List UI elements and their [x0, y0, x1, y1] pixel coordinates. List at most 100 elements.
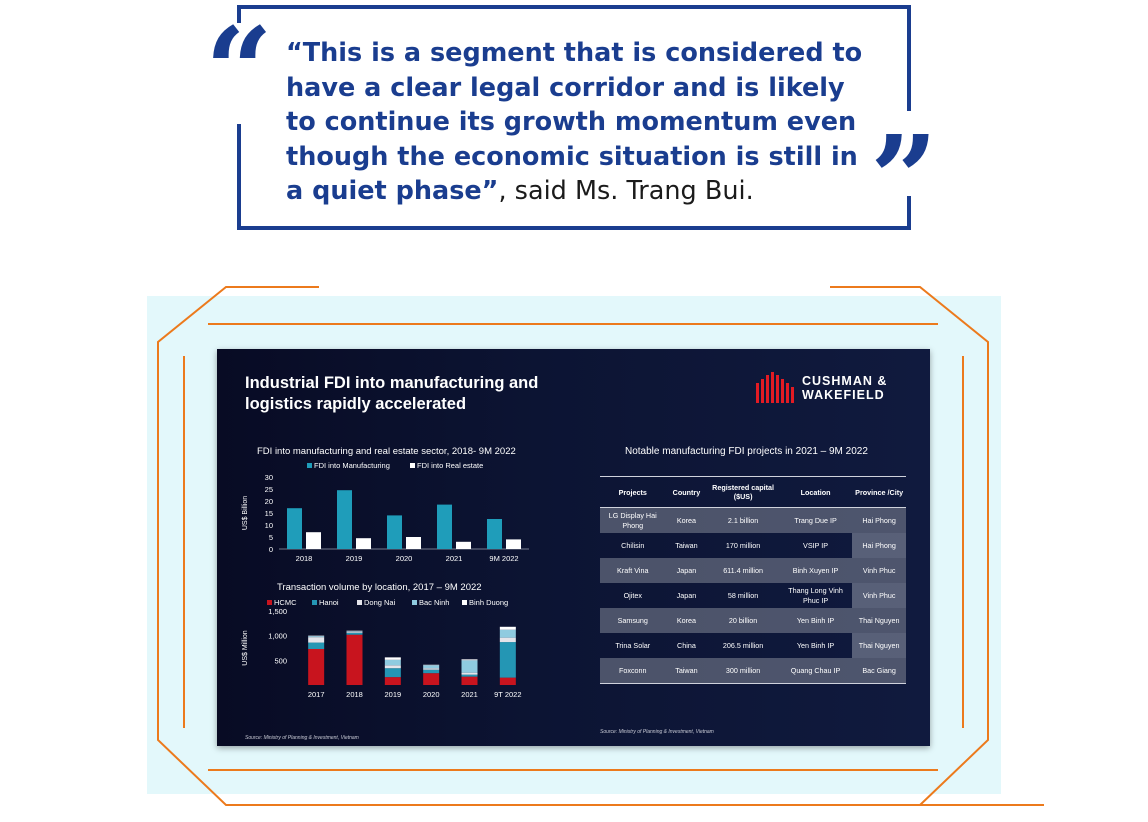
table-cell: Trang Due IP — [778, 507, 853, 533]
table-cell: Yen Binh IP — [778, 608, 853, 633]
legend-label: Dong Nai — [364, 598, 396, 607]
table-cell: 20 billion — [707, 608, 779, 633]
table-row: Chilisin Taiwan 170 million VSIP IP Hai Phon… — [600, 533, 906, 558]
slide: Industrial FDI into manufacturing and lo… — [217, 349, 930, 746]
stacked-bar-segment — [384, 677, 401, 685]
table-cell: Japan — [676, 590, 697, 600]
bar — [306, 532, 321, 549]
fdi-projects-table: Projects Country Registered capital ($US… — [600, 476, 906, 684]
quote-border-left-bottom — [237, 124, 241, 230]
table-cell: Chilisin — [621, 540, 645, 550]
stacked-bar-segment — [423, 673, 440, 685]
y-tick-label: 1,500 — [268, 607, 287, 616]
x-tick-label: 2021 — [446, 554, 463, 563]
header-province: Province /City — [852, 476, 906, 508]
bar — [356, 538, 371, 549]
logo-bars-icon — [756, 372, 794, 403]
stacked-bar-segment — [499, 642, 516, 678]
table-cell: Taiwan — [675, 540, 698, 550]
stacked-bar-segment — [384, 668, 401, 678]
brand-line-1: CUSHMAN & — [802, 374, 888, 388]
table-title: Notable manufacturing FDI projects in 20… — [625, 446, 868, 457]
x-tick-label: 2018 — [296, 554, 313, 563]
table-cell: 58 million — [727, 590, 759, 600]
stacked-bar-segment — [461, 674, 478, 677]
table-cell: Thang Long Vinh Phuc IP — [788, 585, 843, 605]
y-axis-label: US$ Billion — [242, 496, 249, 530]
frame-outer-right — [830, 286, 989, 806]
brand-line-2: WAKEFIELD — [802, 388, 885, 402]
stacked-bar-segment — [308, 648, 325, 685]
table-cell: 206.5 million — [722, 640, 764, 650]
legend-label: FDI into Real estate — [417, 461, 483, 470]
table-row: Foxconn Taiwan 300 million Quang Chau IP Bac… — [600, 658, 906, 684]
bar — [487, 519, 502, 549]
table-cell: 2.1 billion — [707, 507, 779, 533]
x-tick-label: 2018 — [346, 690, 363, 699]
source-note-left: Source: Ministry of Planning & Investmen… — [245, 735, 359, 741]
table-header-row: Projects Country Registered capital ($US… — [600, 476, 906, 508]
legend-swatch — [307, 463, 312, 468]
stacked-bar-segment — [384, 665, 401, 669]
stacked-bar-segment — [461, 660, 478, 673]
x-tick-label: 9T 2022 — [494, 690, 521, 699]
table-cell: Samsung — [600, 608, 666, 633]
quote-border-left-top — [237, 5, 241, 23]
fdi-bar-chart: FDI into Manufacturing FDI into Real esta… — [242, 461, 529, 563]
y-tick-label: 1,000 — [268, 632, 287, 641]
legend-swatch — [267, 600, 272, 605]
x-tick-label: 2020 — [396, 554, 413, 563]
table-cell: Korea — [665, 507, 708, 533]
x-tick-label: 2019 — [346, 554, 363, 563]
stacked-bar-segment — [499, 629, 516, 638]
stacked-bar-segment — [308, 642, 325, 649]
quote-border-top — [237, 5, 911, 9]
stacked-bar-segment — [423, 668, 440, 670]
y-axis-label: US$ Million — [242, 630, 249, 666]
header-capital: Registered capital ($US) — [707, 476, 779, 508]
table-cell: Kraft Vina — [600, 558, 666, 583]
table-cell: Ojitex — [623, 590, 642, 600]
stacked-bar-segment — [346, 634, 363, 685]
stacked-bar-segment — [308, 636, 325, 638]
close-quote-mark: ” — [870, 109, 938, 248]
table-cell: Vinh Phuc — [852, 558, 906, 583]
table-cell: Trina Solar — [615, 640, 651, 650]
legend-swatch — [312, 600, 317, 605]
table-cell: Japan — [665, 558, 708, 583]
stacked-bar-segment — [499, 626, 516, 630]
x-tick-label: 2021 — [461, 690, 478, 699]
table-cell: 611.4 million — [707, 558, 779, 583]
legend-swatch — [357, 600, 362, 605]
y-tick-label: 10 — [265, 521, 273, 530]
stacked-bar-segment — [346, 631, 363, 633]
x-tick-label: 2019 — [384, 690, 401, 699]
table-cell: Thai Nguyen — [852, 608, 906, 633]
table-body: LG Display Hai Phong Korea 2.1 billion Tran… — [600, 507, 906, 684]
header-location: Location — [778, 476, 853, 508]
legend-label: Hanoi — [319, 598, 339, 607]
frame-outer-left — [157, 286, 1044, 806]
table-cell: Bac Giang — [852, 658, 906, 684]
slide-title: Industrial FDI into manufacturing and lo… — [245, 374, 539, 413]
stacked-bar-segment — [423, 669, 440, 674]
stacked-bar-segment — [346, 632, 363, 635]
table-row: Trina Solar China 206.5 million Yen Binh IP… — [600, 633, 906, 658]
stacked-bar-segment — [308, 637, 325, 643]
y-tick-label: 20 — [265, 497, 273, 506]
transaction-chart-title: Transaction volume by location, 2017 – 9… — [277, 582, 482, 593]
x-tick-label: 9M 2022 — [489, 554, 518, 563]
legend-label: HCMC — [274, 598, 297, 607]
table-cell: 300 million — [707, 658, 779, 684]
bar — [456, 541, 471, 549]
table-row: Samsung Korea 20 billion Yen Binh IP Thai Ng… — [600, 608, 906, 633]
legend-label: Binh Duong — [469, 598, 508, 607]
table-cell: Vinh Phuc — [852, 583, 906, 608]
bar — [337, 490, 352, 549]
table-row: Kraft Vina Japan 611.4 million Binh Xuyen I… — [600, 558, 906, 583]
table-row: Ojitex Japan 58 million Thang Long Vinh Phu… — [600, 583, 906, 608]
header-country: Country — [665, 476, 708, 508]
table-cell: 170 million — [725, 540, 761, 550]
y-tick-label: 5 — [269, 533, 273, 542]
x-tick-label: 2017 — [308, 690, 325, 699]
